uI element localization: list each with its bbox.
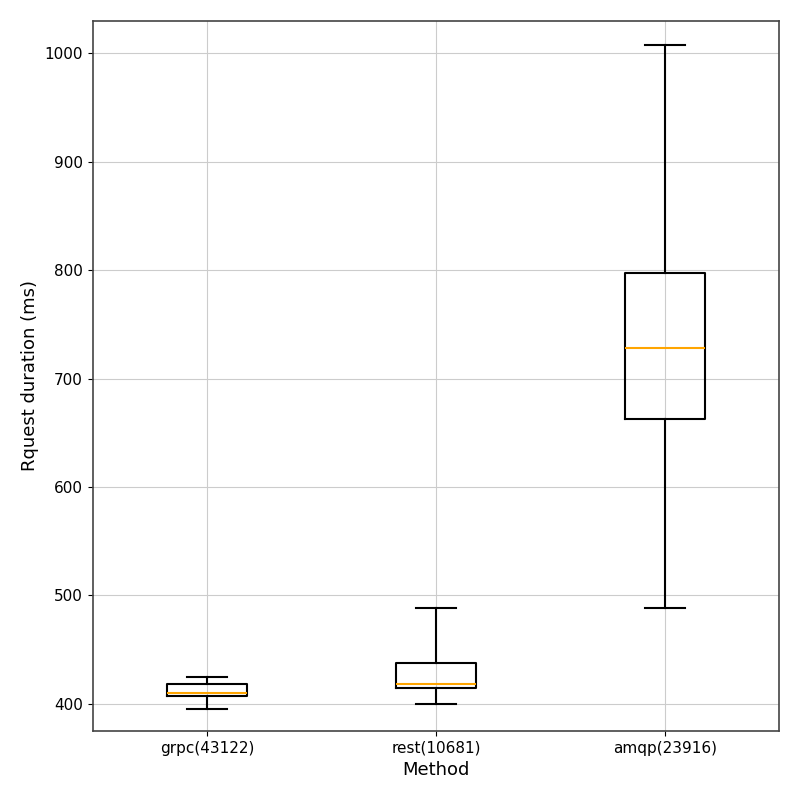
X-axis label: Method: Method [402, 761, 470, 779]
Y-axis label: Rquest duration (ms): Rquest duration (ms) [21, 280, 39, 471]
